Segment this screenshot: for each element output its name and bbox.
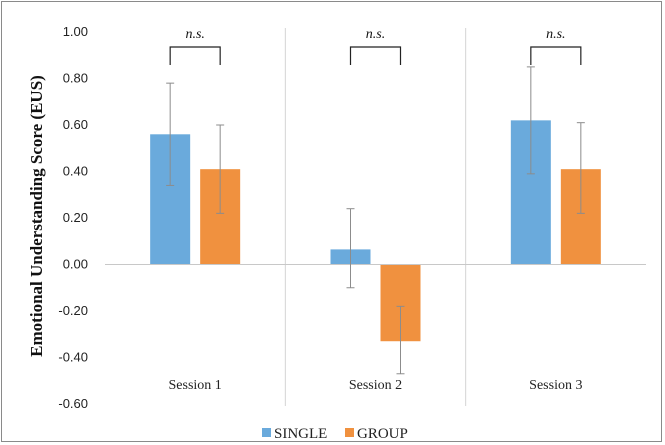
y-tick-label: 0.40 [63, 164, 88, 179]
error-bars [166, 66, 585, 375]
y-axis-ticks: 1.00 0.80 0.60 0.40 0.20 0.00 -0.20 -0.40 -0.60 [58, 24, 88, 411]
significance-label: n.s. [366, 27, 385, 42]
y-tick-label: -0.60 [58, 396, 88, 411]
y-axis-label: Emotional Understanding Score (EUS) [27, 75, 46, 357]
legend: SINGLE GROUP [262, 426, 408, 442]
significance-label: n.s. [185, 27, 204, 42]
legend-swatch-single [262, 428, 271, 437]
legend-label-group: GROUP [357, 426, 408, 442]
category-dividers [284, 28, 467, 406]
significance-bracket [169, 46, 221, 65]
y-tick-label: -0.20 [58, 303, 88, 318]
y-tick-label: -0.40 [58, 350, 88, 365]
significance-label: n.s. [546, 27, 565, 42]
y-tick-label: 1.00 [63, 24, 88, 39]
bars [150, 120, 601, 342]
legend-label-single: SINGLE [274, 426, 327, 442]
category-label: Session 1 [169, 378, 222, 393]
significance-annotations: n.s. n.s. n.s. [169, 27, 582, 65]
category-label: Session 2 [349, 378, 402, 393]
y-tick-label: 0.20 [63, 210, 88, 225]
y-tick-label: 0.60 [63, 117, 88, 132]
y-tick-label: 0.80 [63, 71, 88, 86]
y-tick-label: 0.00 [63, 257, 88, 272]
legend-swatch-group [345, 428, 354, 437]
x-axis-categories: Session 1 Session 2 Session 3 [169, 378, 583, 393]
category-label: Session 3 [529, 378, 582, 393]
significance-bracket [349, 46, 402, 65]
significance-bracket [530, 46, 582, 65]
